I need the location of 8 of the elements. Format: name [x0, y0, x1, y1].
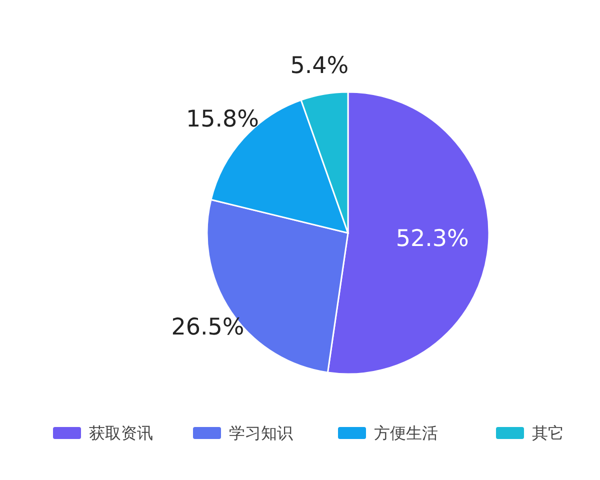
legend-label: 其它 [532, 424, 564, 442]
legend-label: 学习知识 [229, 424, 293, 442]
data-label: 15.8% [186, 106, 260, 133]
data-label: 26.5% [171, 314, 244, 341]
data-label: 5.4% [290, 53, 349, 80]
legend-label: 方便生活 [374, 424, 438, 442]
legend-label: 获取资讯 [89, 424, 153, 442]
data-label: 52.3% [396, 226, 469, 252]
